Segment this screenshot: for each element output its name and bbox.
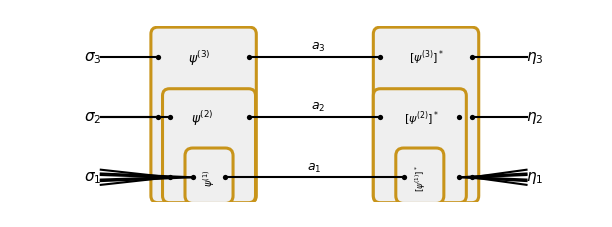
FancyBboxPatch shape: [185, 148, 233, 204]
FancyBboxPatch shape: [373, 28, 479, 203]
FancyBboxPatch shape: [396, 148, 444, 204]
Text: $\sigma_2$: $\sigma_2$: [84, 110, 102, 126]
Text: $[\psi^{(2)}]^*$: $[\psi^{(2)}]^*$: [404, 109, 439, 127]
Text: $a_1$: $a_1$: [307, 161, 322, 174]
Text: $\sigma_1$: $\sigma_1$: [84, 170, 102, 185]
Text: $\eta_2$: $\eta_2$: [526, 110, 543, 126]
Text: $\psi^{(3)}$: $\psi^{(3)}$: [188, 49, 210, 67]
Text: $\sigma_3$: $\sigma_3$: [84, 50, 102, 66]
FancyBboxPatch shape: [163, 89, 256, 203]
FancyBboxPatch shape: [373, 89, 466, 203]
Text: $a_2$: $a_2$: [311, 100, 326, 114]
Text: $\eta_3$: $\eta_3$: [526, 50, 543, 66]
Text: $\eta_1$: $\eta_1$: [526, 170, 543, 185]
Text: $[\psi^{(1)}]^*$: $[\psi^{(1)}]^*$: [413, 164, 428, 191]
FancyBboxPatch shape: [151, 28, 256, 203]
Text: $\psi^{(2)}$: $\psi^{(2)}$: [191, 108, 214, 127]
Text: $[\psi^{(3)}]^*$: $[\psi^{(3)}]^*$: [409, 49, 444, 67]
Text: $a_3$: $a_3$: [312, 41, 326, 54]
Text: $\psi^{(1)}$: $\psi^{(1)}$: [201, 169, 217, 186]
